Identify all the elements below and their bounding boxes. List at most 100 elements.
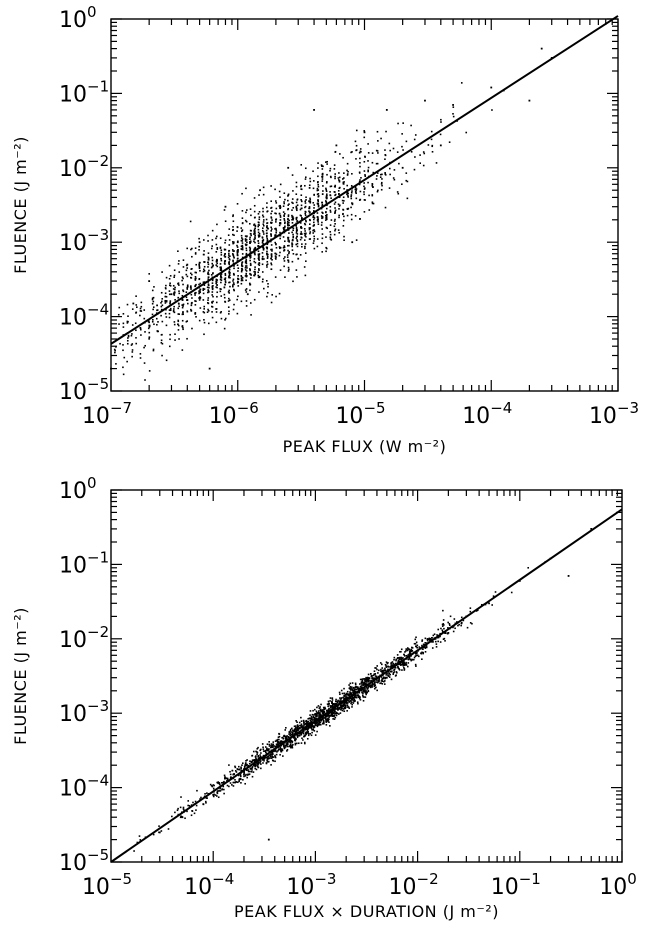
scatter-point xyxy=(188,805,191,807)
scatter-point xyxy=(354,191,357,193)
scatter-point xyxy=(358,151,361,154)
scatter-point xyxy=(343,187,345,190)
scatter-point xyxy=(274,241,277,244)
scatter-point xyxy=(458,623,460,626)
scatter-point xyxy=(469,622,472,624)
scatter-point xyxy=(208,291,210,293)
scatter-point xyxy=(321,173,324,176)
scatter-point xyxy=(315,721,318,724)
scatter-point xyxy=(321,217,323,220)
scatter-point xyxy=(257,213,260,215)
scatter-point xyxy=(257,224,260,226)
scatter-point xyxy=(351,203,354,206)
scatter-point xyxy=(233,267,235,270)
scatter-point xyxy=(183,809,185,811)
scatter-point xyxy=(241,279,244,282)
scatter-point xyxy=(236,241,239,244)
scatter-point xyxy=(331,710,333,713)
scatter-point xyxy=(169,333,171,336)
scatter-point xyxy=(211,265,214,268)
scatter-point xyxy=(177,329,180,331)
scatter-point xyxy=(247,764,250,767)
scatter-point xyxy=(245,291,248,293)
scatter-point xyxy=(400,658,403,661)
scatter-point xyxy=(305,219,307,222)
scatter-point xyxy=(287,224,289,227)
scatter-point xyxy=(288,203,290,205)
scatter-point xyxy=(253,210,256,213)
scatter-point xyxy=(345,706,347,709)
scatter-point xyxy=(313,716,316,719)
x-tick-label: 10−4 xyxy=(462,399,512,429)
scatter-point xyxy=(356,701,359,704)
scatter-point xyxy=(301,725,304,727)
scatter-point xyxy=(354,696,356,698)
scatter-point xyxy=(346,710,348,712)
scatter-point xyxy=(182,277,184,280)
scatter-point xyxy=(241,244,244,247)
scatter-point xyxy=(173,308,175,310)
scatter-point xyxy=(361,684,363,686)
scatter-point xyxy=(295,193,298,195)
scatter-point xyxy=(319,712,321,714)
scatter-point xyxy=(414,156,416,158)
plot-frame xyxy=(110,489,623,863)
scatter-point xyxy=(219,246,222,249)
scatter-point xyxy=(275,246,278,249)
scatter-point xyxy=(236,298,238,301)
scatter-point xyxy=(304,247,306,250)
scatter-point xyxy=(335,144,338,147)
scatter-point xyxy=(403,669,406,671)
scatter-point xyxy=(286,735,288,737)
scatter-point xyxy=(320,224,323,226)
scatter-point xyxy=(210,247,213,250)
scatter-point xyxy=(276,740,279,743)
scatter-point xyxy=(216,284,218,286)
scatter-point xyxy=(291,209,293,211)
scatter-point xyxy=(376,665,379,667)
scatter-point xyxy=(294,732,297,734)
scatter-point xyxy=(224,317,227,320)
scatter-point xyxy=(287,215,290,218)
scatter-point xyxy=(219,787,221,790)
scatter-point xyxy=(308,206,311,208)
scatter-point xyxy=(274,740,277,743)
scatter-point xyxy=(258,259,260,261)
scatter-point xyxy=(330,197,332,199)
scatter-point xyxy=(359,148,362,150)
scatter-point xyxy=(241,764,243,766)
scatter-point xyxy=(400,650,402,653)
scatter-point xyxy=(338,216,340,219)
scatter-point xyxy=(295,243,298,246)
scatter-point xyxy=(359,683,361,685)
scatter-point xyxy=(288,733,290,735)
scatter-point xyxy=(190,304,193,307)
scatter-point xyxy=(255,757,257,759)
scatter-point xyxy=(245,773,247,776)
scatter-point xyxy=(422,651,424,654)
scatter-point xyxy=(203,308,205,310)
scatter-point xyxy=(152,348,155,351)
scatter-point xyxy=(177,307,180,310)
scatter-point xyxy=(350,218,353,221)
scatter-point xyxy=(304,167,307,170)
scatter-point xyxy=(275,753,278,756)
scatter-point xyxy=(278,735,281,738)
scatter-point xyxy=(408,658,410,660)
scatter-point xyxy=(223,253,226,256)
scatter-point xyxy=(277,743,279,745)
scatter-point xyxy=(285,737,288,740)
scatter-point xyxy=(288,252,290,255)
fit-line xyxy=(110,508,623,863)
scatter-point xyxy=(257,240,260,242)
scatter-point xyxy=(152,306,155,309)
scatter-point xyxy=(369,684,372,686)
scatter-point xyxy=(236,312,239,315)
scatter-point xyxy=(342,704,345,707)
scatter-point xyxy=(215,278,218,281)
scatter-point xyxy=(224,220,227,223)
scatter-point xyxy=(322,721,325,724)
scatter-point xyxy=(403,663,406,665)
scatter-point xyxy=(346,184,349,187)
scatter-point xyxy=(316,245,319,248)
